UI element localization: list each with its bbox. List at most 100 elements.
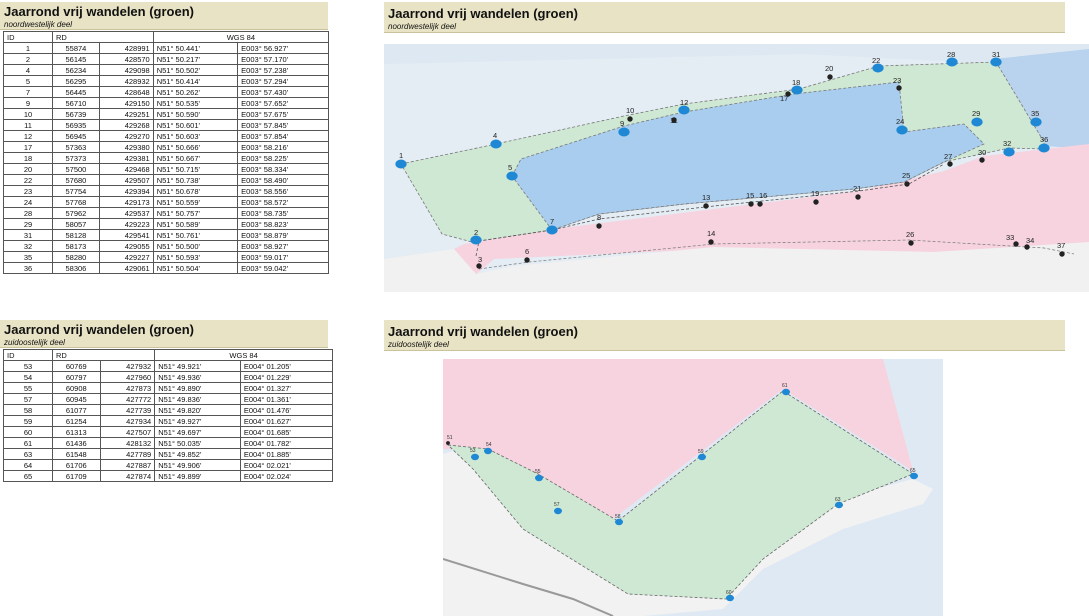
- waypoint-marker[interactable]: 23: [893, 76, 902, 91]
- id-cell: 7: [3, 86, 53, 98]
- nw-map[interactable]: 1 2 3 4 5 6 7 8 9 10 11 12 13 14 15 16 17 18 19 20 21 22 23 24 2…: [384, 44, 1089, 292]
- waypoint-marker[interactable]: 27: [944, 152, 953, 167]
- waypoint-marker[interactable]: 20: [825, 64, 833, 80]
- rd-x-cell: 58173: [52, 240, 100, 252]
- marker-label: 5: [508, 163, 512, 172]
- marker-dot-icon: [748, 201, 754, 207]
- waypoint-marker[interactable]: 34: [1024, 236, 1034, 250]
- waypoint-marker[interactable]: 35: [1030, 109, 1042, 127]
- waypoint-marker[interactable]: 13: [702, 193, 710, 209]
- waypoint-marker[interactable]: 58: [615, 514, 623, 526]
- waypoint-marker[interactable]: 16: [757, 191, 767, 207]
- rd-y-cell: 427960: [99, 371, 156, 383]
- marker-label: 2: [474, 228, 478, 237]
- table-row: 32 58173 429055 N51° 50.500' E003° 58.927': [3, 240, 329, 252]
- rd-x-cell: 57500: [52, 163, 100, 175]
- waypoint-marker[interactable]: 54: [484, 442, 492, 455]
- wgs-lon-cell: E003° 57.652': [237, 97, 329, 109]
- waypoint-marker[interactable]: 6: [524, 247, 530, 263]
- waypoint-marker[interactable]: 55: [535, 469, 543, 482]
- waypoint-marker[interactable]: 14: [707, 229, 715, 245]
- id-cell: 29: [3, 218, 53, 230]
- waypoint-marker[interactable]: 32: [1003, 139, 1015, 157]
- waypoint-marker[interactable]: 26: [906, 230, 914, 246]
- id-cell: 59: [3, 415, 53, 427]
- waypoint-marker[interactable]: 24: [896, 117, 908, 135]
- rd-y-cell: 427507: [99, 426, 156, 438]
- rd-y-cell: 429227: [98, 251, 154, 263]
- marker-dot-icon: [446, 441, 450, 445]
- wgs-lon-cell: E004° 01.885': [239, 448, 334, 460]
- rd-y-cell: 428570: [98, 53, 154, 65]
- wgs-lon-cell: E003° 58.216': [237, 141, 329, 153]
- id-cell: 23: [3, 185, 53, 197]
- marker-label: 18: [792, 78, 800, 87]
- waypoint-marker[interactable]: 22: [872, 56, 884, 73]
- marker-label: 55: [535, 469, 541, 475]
- waypoint-marker[interactable]: 60: [726, 590, 734, 602]
- id-cell: 36: [3, 262, 53, 274]
- wgs84-column-header: WGS 84: [154, 349, 333, 361]
- id-cell: 28: [3, 207, 53, 219]
- waypoint-marker[interactable]: 12: [678, 98, 690, 115]
- waypoint-marker[interactable]: 18: [791, 78, 803, 95]
- waypoint-marker[interactable]: 28: [946, 50, 958, 67]
- rd-x-cell: 57373: [52, 152, 100, 164]
- waypoint-marker[interactable]: 30: [978, 148, 986, 163]
- se-table-subtitle: zuidoostelijk deel: [4, 338, 65, 347]
- waypoint-marker[interactable]: 61: [782, 383, 790, 396]
- waypoint-marker[interactable]: 8: [596, 213, 602, 229]
- waypoint-marker[interactable]: 1: [395, 151, 407, 169]
- waypoint-marker[interactable]: 7: [546, 217, 558, 235]
- nw-beach-strip: [384, 242, 1089, 292]
- rd-y-cell: 429251: [98, 108, 154, 120]
- waypoint-marker[interactable]: 4: [490, 131, 502, 149]
- rd-x-cell: 61436: [52, 437, 101, 449]
- marker-dot-icon: [785, 91, 791, 97]
- waypoint-marker[interactable]: 17: [780, 91, 791, 103]
- id-cell: 53: [3, 360, 53, 372]
- rd-x-cell: 60769: [52, 360, 101, 372]
- rd-x-cell: 61077: [52, 404, 101, 416]
- waypoint-marker[interactable]: 11: [670, 116, 678, 125]
- waypoint-marker[interactable]: 3: [476, 255, 482, 269]
- waypoint-marker[interactable]: 37: [1057, 241, 1065, 257]
- wgs-lat-cell: N51° 50.667': [152, 152, 239, 164]
- waypoint-marker[interactable]: 5: [506, 163, 518, 181]
- table-row: 23 57754 429394 N51° 50.678' E003° 58.556': [3, 185, 329, 197]
- rd-x-cell: 57363: [52, 141, 100, 153]
- waypoint-marker[interactable]: 33: [1006, 233, 1019, 247]
- waypoint-marker[interactable]: 36: [1038, 135, 1050, 153]
- waypoint-marker[interactable]: 51: [446, 435, 453, 445]
- waypoint-marker[interactable]: 57: [554, 502, 562, 515]
- wgs-lat-cell: N51° 50.666': [152, 141, 239, 153]
- rd-y-cell: 427934: [99, 415, 156, 427]
- waypoint-marker[interactable]: 10: [626, 106, 634, 122]
- waypoint-marker[interactable]: 63: [835, 497, 843, 509]
- waypoint-marker[interactable]: 9: [618, 119, 630, 137]
- marker-label: 34: [1026, 236, 1034, 245]
- rd-y-cell: 429380: [98, 141, 154, 153]
- wgs-lon-cell: E003° 57.430': [237, 86, 329, 98]
- rd-x-cell: 57768: [52, 196, 100, 208]
- waypoint-marker[interactable]: 65: [910, 468, 918, 480]
- se-map[interactable]: 51 53 54 55 57 58 59 60 61 63 65: [443, 359, 943, 616]
- se-map-canvas[interactable]: 51 53 54 55 57 58 59 60 61 63 65: [443, 359, 943, 616]
- waypoint-marker[interactable]: 29: [971, 109, 983, 127]
- waypoint-marker[interactable]: 53: [470, 448, 479, 461]
- wgs-lat-cell: N51° 49.852': [154, 448, 241, 460]
- waypoint-marker[interactable]: 2: [470, 228, 482, 245]
- wgs-lat-cell: N51° 49.890': [154, 382, 241, 394]
- waypoint-marker[interactable]: 59: [698, 449, 706, 461]
- waypoint-marker[interactable]: 19: [811, 189, 819, 205]
- se-table-body: 53 60769 427932 N51° 49.921' E004° 01.205' 54…: [3, 360, 334, 482]
- wgs-lon-cell: E003° 58.823': [237, 218, 329, 230]
- rd-y-cell: 429268: [98, 119, 154, 131]
- waypoint-marker[interactable]: 31: [990, 50, 1002, 67]
- waypoint-marker[interactable]: 15: [746, 191, 754, 207]
- wgs-lon-cell: E003° 58.572': [237, 196, 329, 208]
- waypoint-marker[interactable]: 25: [902, 171, 910, 187]
- rd-y-cell: 429061: [98, 262, 154, 274]
- waypoint-marker[interactable]: 21: [853, 184, 861, 200]
